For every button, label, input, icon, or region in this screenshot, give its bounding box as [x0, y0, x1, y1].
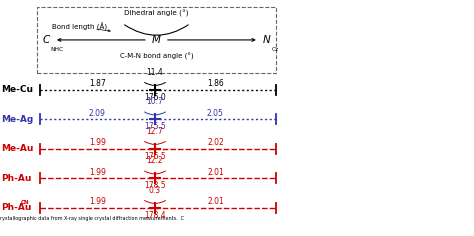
Text: CN: CN — [20, 201, 29, 206]
Text: Ph-Au: Ph-Au — [1, 174, 32, 183]
Text: 10.7: 10.7 — [146, 97, 164, 106]
Text: 1.87: 1.87 — [89, 79, 106, 88]
Text: 12.7: 12.7 — [146, 126, 164, 135]
Text: Me-Au: Me-Au — [1, 144, 34, 153]
Text: 178.5: 178.5 — [144, 181, 166, 190]
Text: Dihedral angle (°): Dihedral angle (°) — [124, 10, 189, 17]
Text: NHC: NHC — [51, 46, 64, 52]
Text: 1.86: 1.86 — [207, 79, 224, 88]
Text: 0.3: 0.3 — [149, 185, 161, 194]
Text: Me-Ag: Me-Ag — [1, 115, 34, 124]
Text: 12.2: 12.2 — [146, 156, 164, 165]
Text: 2.01: 2.01 — [207, 197, 224, 206]
Text: 2.09: 2.09 — [89, 109, 106, 118]
Text: rystallographic data from X-ray single crystal diffraction measurements.  C: rystallographic data from X-ray single c… — [0, 216, 184, 221]
Text: N: N — [263, 35, 271, 45]
Text: 176.5: 176.5 — [144, 152, 166, 160]
Text: 2.02: 2.02 — [207, 138, 224, 147]
Text: M: M — [152, 35, 161, 45]
Text: 1.99: 1.99 — [89, 168, 106, 177]
Text: 178.4: 178.4 — [144, 211, 166, 219]
Text: 1.99: 1.99 — [89, 138, 106, 147]
Text: 1.99: 1.99 — [89, 197, 106, 206]
Text: Cz: Cz — [272, 46, 279, 52]
Text: Bond length (Å): Bond length (Å) — [52, 23, 107, 31]
Text: C-M-N bond angle (°): C-M-N bond angle (°) — [119, 53, 193, 60]
Text: 2.01: 2.01 — [207, 168, 224, 177]
Text: Me-Cu: Me-Cu — [1, 85, 34, 94]
Text: 2.05: 2.05 — [207, 109, 224, 118]
Text: C: C — [43, 35, 50, 45]
Text: 175.5: 175.5 — [144, 122, 166, 131]
Text: 176.0: 176.0 — [144, 93, 166, 101]
Text: 11.4: 11.4 — [146, 67, 164, 76]
Text: Ph-Au: Ph-Au — [1, 203, 32, 212]
